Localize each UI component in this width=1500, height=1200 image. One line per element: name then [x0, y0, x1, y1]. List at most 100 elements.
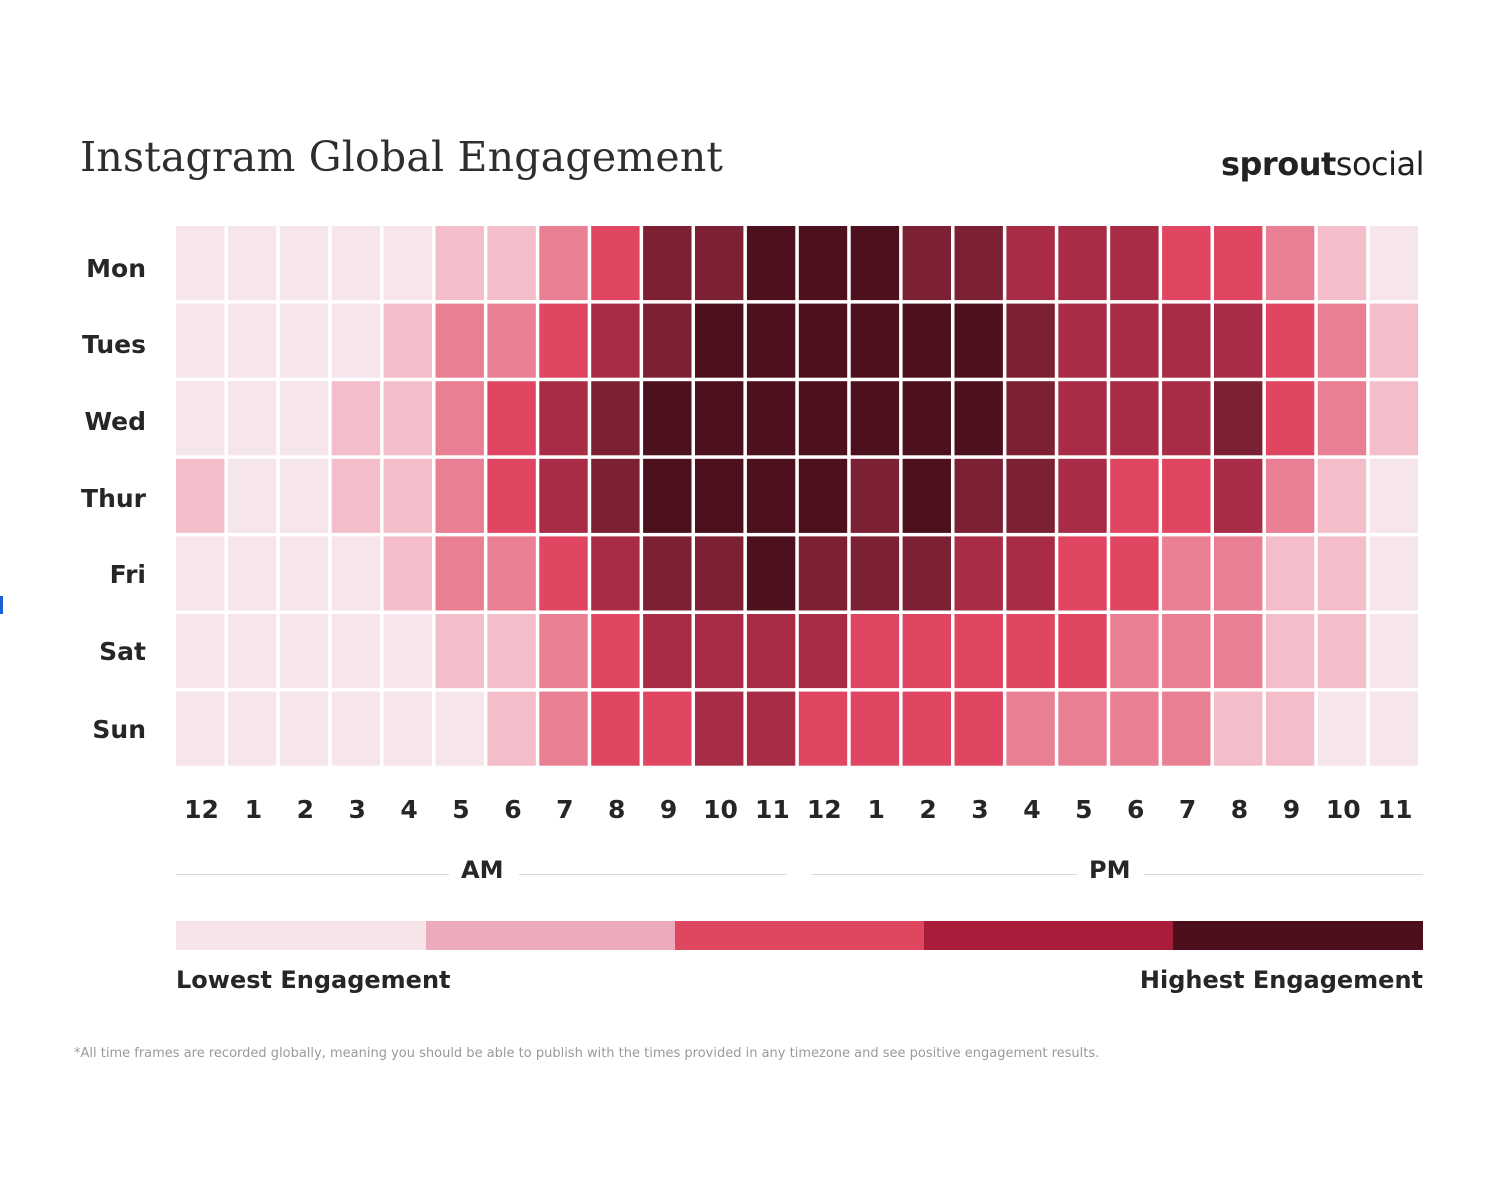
heatmap-cell-wed-20: [1214, 381, 1263, 456]
heatmap-cell-sun-6: [487, 691, 536, 766]
legend-swatch-3: [675, 921, 925, 950]
heatmap-cell-mon-1: [227, 226, 277, 301]
heatmap-cell-thur-8: [591, 458, 640, 533]
hour-label-14: 2: [919, 795, 937, 824]
heatmap-cell-wed-12: [798, 381, 848, 456]
heatmap-cell-fri-1: [227, 536, 277, 611]
heatmap-cell-sat-3: [331, 614, 381, 689]
heatmap-cell-wed-15: [954, 381, 1003, 456]
logo-sprout: sprout: [1220, 145, 1336, 183]
heatmap-cell-wed-18: [1110, 381, 1159, 456]
heatmap-cell-sat-12: [798, 614, 848, 689]
heatmap-cell-fri-4: [383, 536, 432, 611]
heatmap-cell-thur-16: [1006, 458, 1055, 533]
hour-label-17: 5: [1075, 795, 1093, 824]
heatmap-cell-tues-12: [798, 303, 848, 378]
heatmap-cell-mon-5: [435, 226, 484, 301]
heatmap-cell-tues-14: [902, 303, 951, 378]
legend-low-label: Lowest Engagement: [176, 966, 451, 994]
heatmap-cell-mon-13: [850, 226, 900, 301]
legend-swatch-5: [1173, 921, 1423, 950]
am-rule-left: [176, 874, 450, 875]
heatmap-cell-sat-0: [176, 614, 225, 689]
heatmap-cell-sun-15: [954, 691, 1003, 766]
day-label-sun: Sun: [92, 715, 146, 744]
heatmap-cell-mon-11: [746, 226, 796, 301]
hour-label-6: 6: [504, 795, 522, 824]
heatmap-cell-thur-11: [746, 458, 796, 533]
heatmap-cell-tues-21: [1265, 303, 1315, 378]
heatmap-cell-thur-7: [539, 458, 588, 533]
heatmap-cell-mon-16: [1006, 226, 1055, 301]
heatmap-cell-sun-7: [539, 691, 588, 766]
heatmap-cell-mon-20: [1214, 226, 1263, 301]
heatmap-cell-wed-17: [1058, 381, 1107, 456]
heatmap-cell-tues-15: [954, 303, 1003, 378]
legend-swatch-1: [176, 921, 426, 950]
hour-label-20: 8: [1230, 795, 1249, 824]
heatmap-cell-mon-19: [1162, 226, 1211, 301]
heatmap-cell-fri-14: [902, 536, 951, 611]
heatmap-cell-thur-5: [435, 458, 484, 533]
heatmap-cell-tues-18: [1110, 303, 1159, 378]
am-rule-right: [519, 874, 787, 875]
heatmap-cell-tues-22: [1317, 303, 1367, 378]
day-label-wed: Wed: [84, 407, 146, 436]
heatmap-cell-sat-5: [435, 614, 484, 689]
heatmap-cell-sun-23: [1369, 691, 1419, 766]
heatmap-cell-wed-8: [591, 381, 640, 456]
hour-label-12: 12: [806, 795, 842, 824]
heatmap-cell-thur-12: [798, 458, 848, 533]
heatmap-cell-sat-7: [539, 614, 588, 689]
heatmap-cell-tues-10: [695, 303, 744, 378]
heatmap-cell-tues-0: [176, 303, 225, 378]
heatmap-cell-fri-20: [1214, 536, 1263, 611]
heatmap-cell-sun-17: [1058, 691, 1107, 766]
heatmap-cell-wed-10: [695, 381, 744, 456]
hour-label-2: 2: [296, 795, 314, 824]
heatmap-cell-sat-1: [227, 614, 277, 689]
day-label-thur: Thur: [81, 484, 146, 513]
heatmap-cell-mon-22: [1317, 226, 1367, 301]
heatmap-cell-mon-21: [1265, 226, 1315, 301]
heatmap-cell-sun-16: [1006, 691, 1055, 766]
heatmap-cell-sun-2: [279, 691, 329, 766]
heatmap-cell-wed-11: [746, 381, 796, 456]
hour-label-18: 6: [1126, 795, 1145, 824]
hour-label-5: 5: [452, 795, 470, 824]
heatmap-cell-mon-17: [1058, 226, 1107, 301]
legend-swatch-4: [924, 921, 1174, 950]
hour-label-11: 11: [754, 795, 790, 824]
heatmap-cell-mon-3: [331, 226, 381, 301]
heatmap-cell-tues-4: [383, 303, 432, 378]
heatmap-cell-mon-4: [383, 226, 432, 301]
heatmap-cell-tues-11: [746, 303, 796, 378]
heatmap-cell-sun-18: [1110, 691, 1159, 766]
heatmap-cell-sun-11: [746, 691, 796, 766]
heatmap-cell-thur-17: [1058, 458, 1107, 533]
heatmap-cell-tues-9: [643, 303, 692, 378]
heatmap-cell-mon-9: [643, 226, 692, 301]
heatmap-cell-thur-22: [1317, 458, 1367, 533]
heatmap-cell-sun-5: [435, 691, 484, 766]
heatmap-cell-sun-14: [902, 691, 951, 766]
heatmap-cell-sat-23: [1369, 614, 1419, 689]
chart-title: Instagram Global Engagement: [80, 133, 724, 181]
heatmap-cell-sun-20: [1214, 691, 1263, 766]
heatmap-cell-thur-23: [1369, 458, 1419, 533]
heatmap-cell-sat-16: [1006, 614, 1055, 689]
hour-label-0: 12: [184, 795, 219, 824]
heatmap-cell-mon-6: [487, 226, 536, 301]
heatmap-cell-sat-8: [591, 614, 640, 689]
heatmap-cell-tues-16: [1006, 303, 1055, 378]
heatmap-cell-fri-16: [1006, 536, 1055, 611]
heatmap-cell-sat-11: [746, 614, 796, 689]
heatmap-cell-fri-8: [591, 536, 640, 611]
heatmap-cell-sat-2: [279, 614, 329, 689]
heatmap-cell-fri-15: [954, 536, 1003, 611]
heatmap-cell-mon-7: [539, 226, 588, 301]
heatmap-cell-sat-20: [1214, 614, 1263, 689]
heatmap-cell-fri-13: [850, 536, 900, 611]
heatmap-cell-wed-1: [227, 381, 277, 456]
heatmap-cell-sat-10: [695, 614, 744, 689]
